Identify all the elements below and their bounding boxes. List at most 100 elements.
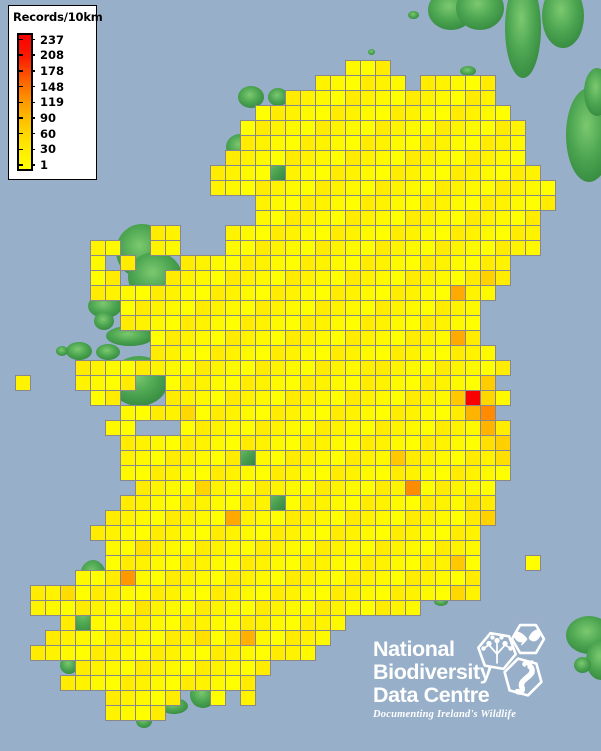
grid-cell[interactable] bbox=[255, 540, 271, 556]
grid-cell[interactable] bbox=[330, 570, 346, 586]
grid-cell[interactable] bbox=[360, 390, 376, 406]
grid-cell[interactable] bbox=[285, 195, 301, 211]
grid-cell[interactable] bbox=[360, 165, 376, 181]
grid-cell[interactable] bbox=[510, 225, 526, 241]
grid-cell[interactable] bbox=[495, 240, 511, 256]
grid-cell[interactable] bbox=[315, 90, 331, 106]
grid-cell[interactable] bbox=[195, 480, 211, 496]
grid-cell[interactable] bbox=[165, 675, 181, 691]
grid-cell[interactable] bbox=[180, 450, 196, 466]
grid-cell[interactable] bbox=[225, 615, 241, 631]
grid-cell[interactable] bbox=[270, 645, 286, 661]
grid-cell[interactable] bbox=[375, 300, 391, 316]
grid-cell[interactable] bbox=[480, 420, 496, 436]
grid-cell[interactable] bbox=[165, 645, 181, 661]
grid-cell[interactable] bbox=[210, 405, 226, 421]
grid-cell[interactable] bbox=[360, 90, 376, 106]
grid-cell[interactable] bbox=[315, 285, 331, 301]
grid-cell[interactable] bbox=[120, 660, 136, 676]
grid-cell[interactable] bbox=[375, 225, 391, 241]
grid-cell[interactable] bbox=[375, 240, 391, 256]
grid-cell[interactable] bbox=[165, 330, 181, 346]
grid-cell[interactable] bbox=[375, 555, 391, 571]
grid-cell[interactable] bbox=[450, 495, 466, 511]
grid-cell[interactable] bbox=[315, 450, 331, 466]
grid-cell[interactable] bbox=[90, 285, 106, 301]
grid-cell[interactable] bbox=[465, 315, 481, 331]
grid-cell[interactable] bbox=[270, 480, 286, 496]
grid-cell[interactable] bbox=[465, 375, 481, 391]
grid-cell[interactable] bbox=[255, 225, 271, 241]
grid-cell[interactable] bbox=[405, 315, 421, 331]
grid-cell[interactable] bbox=[435, 225, 451, 241]
grid-cell[interactable] bbox=[465, 90, 481, 106]
grid-cell[interactable] bbox=[345, 390, 361, 406]
grid-cell[interactable] bbox=[150, 330, 166, 346]
grid-cell[interactable] bbox=[345, 495, 361, 511]
grid-cell[interactable] bbox=[360, 210, 376, 226]
grid-cell[interactable] bbox=[180, 285, 196, 301]
grid-cell[interactable] bbox=[330, 525, 346, 541]
grid-cell[interactable] bbox=[375, 330, 391, 346]
grid-cell[interactable] bbox=[225, 285, 241, 301]
grid-cell[interactable] bbox=[225, 420, 241, 436]
grid-cell[interactable] bbox=[375, 345, 391, 361]
grid-cell[interactable] bbox=[255, 645, 271, 661]
grid-cell[interactable] bbox=[270, 420, 286, 436]
grid-cell[interactable] bbox=[405, 195, 421, 211]
grid-cell[interactable] bbox=[120, 510, 136, 526]
grid-cell[interactable] bbox=[180, 405, 196, 421]
grid-cell[interactable] bbox=[270, 180, 286, 196]
grid-cell[interactable] bbox=[270, 255, 286, 271]
grid-cell[interactable] bbox=[450, 390, 466, 406]
grid-cell[interactable] bbox=[150, 360, 166, 376]
grid-cell[interactable] bbox=[480, 405, 496, 421]
grid-cell[interactable] bbox=[300, 615, 316, 631]
grid-cell[interactable] bbox=[315, 75, 331, 91]
grid-cell[interactable] bbox=[300, 165, 316, 181]
grid-cell[interactable] bbox=[75, 570, 91, 586]
grid-cell[interactable] bbox=[300, 600, 316, 616]
grid-cell[interactable] bbox=[180, 435, 196, 451]
grid-cell[interactable] bbox=[120, 705, 136, 721]
grid-cell[interactable] bbox=[30, 645, 46, 661]
grid-cell[interactable] bbox=[300, 405, 316, 421]
grid-cell[interactable] bbox=[165, 570, 181, 586]
grid-cell[interactable] bbox=[315, 135, 331, 151]
grid-cell[interactable] bbox=[480, 255, 496, 271]
grid-cell[interactable] bbox=[465, 330, 481, 346]
grid-cell[interactable] bbox=[135, 675, 151, 691]
grid-cell[interactable] bbox=[510, 165, 526, 181]
grid-cell[interactable] bbox=[120, 540, 136, 556]
grid-cell[interactable] bbox=[450, 135, 466, 151]
grid-cell[interactable] bbox=[165, 450, 181, 466]
grid-cell[interactable] bbox=[360, 555, 376, 571]
grid-cell[interactable] bbox=[300, 510, 316, 526]
grid-cell[interactable] bbox=[120, 435, 136, 451]
grid-cell[interactable] bbox=[285, 495, 301, 511]
grid-cell[interactable] bbox=[300, 330, 316, 346]
grid-cell[interactable] bbox=[195, 285, 211, 301]
grid-cell[interactable] bbox=[60, 585, 76, 601]
grid-cell[interactable] bbox=[420, 285, 436, 301]
grid-cell[interactable] bbox=[255, 135, 271, 151]
grid-cell[interactable] bbox=[285, 600, 301, 616]
grid-cell[interactable] bbox=[330, 555, 346, 571]
grid-cell[interactable] bbox=[450, 585, 466, 601]
grid-cell[interactable] bbox=[450, 180, 466, 196]
grid-cell[interactable] bbox=[420, 195, 436, 211]
grid-cell[interactable] bbox=[435, 390, 451, 406]
grid-cell[interactable] bbox=[150, 615, 166, 631]
grid-cell[interactable] bbox=[420, 495, 436, 511]
grid-cell[interactable] bbox=[240, 375, 256, 391]
grid-cell[interactable] bbox=[330, 330, 346, 346]
grid-cell[interactable] bbox=[465, 495, 481, 511]
grid-cell[interactable] bbox=[255, 360, 271, 376]
grid-cell[interactable] bbox=[165, 525, 181, 541]
grid-cell[interactable] bbox=[300, 450, 316, 466]
grid-cell[interactable] bbox=[450, 270, 466, 286]
grid-cell[interactable] bbox=[405, 165, 421, 181]
grid-cell[interactable] bbox=[480, 195, 496, 211]
grid-cell[interactable] bbox=[150, 510, 166, 526]
grid-cell[interactable] bbox=[270, 225, 286, 241]
